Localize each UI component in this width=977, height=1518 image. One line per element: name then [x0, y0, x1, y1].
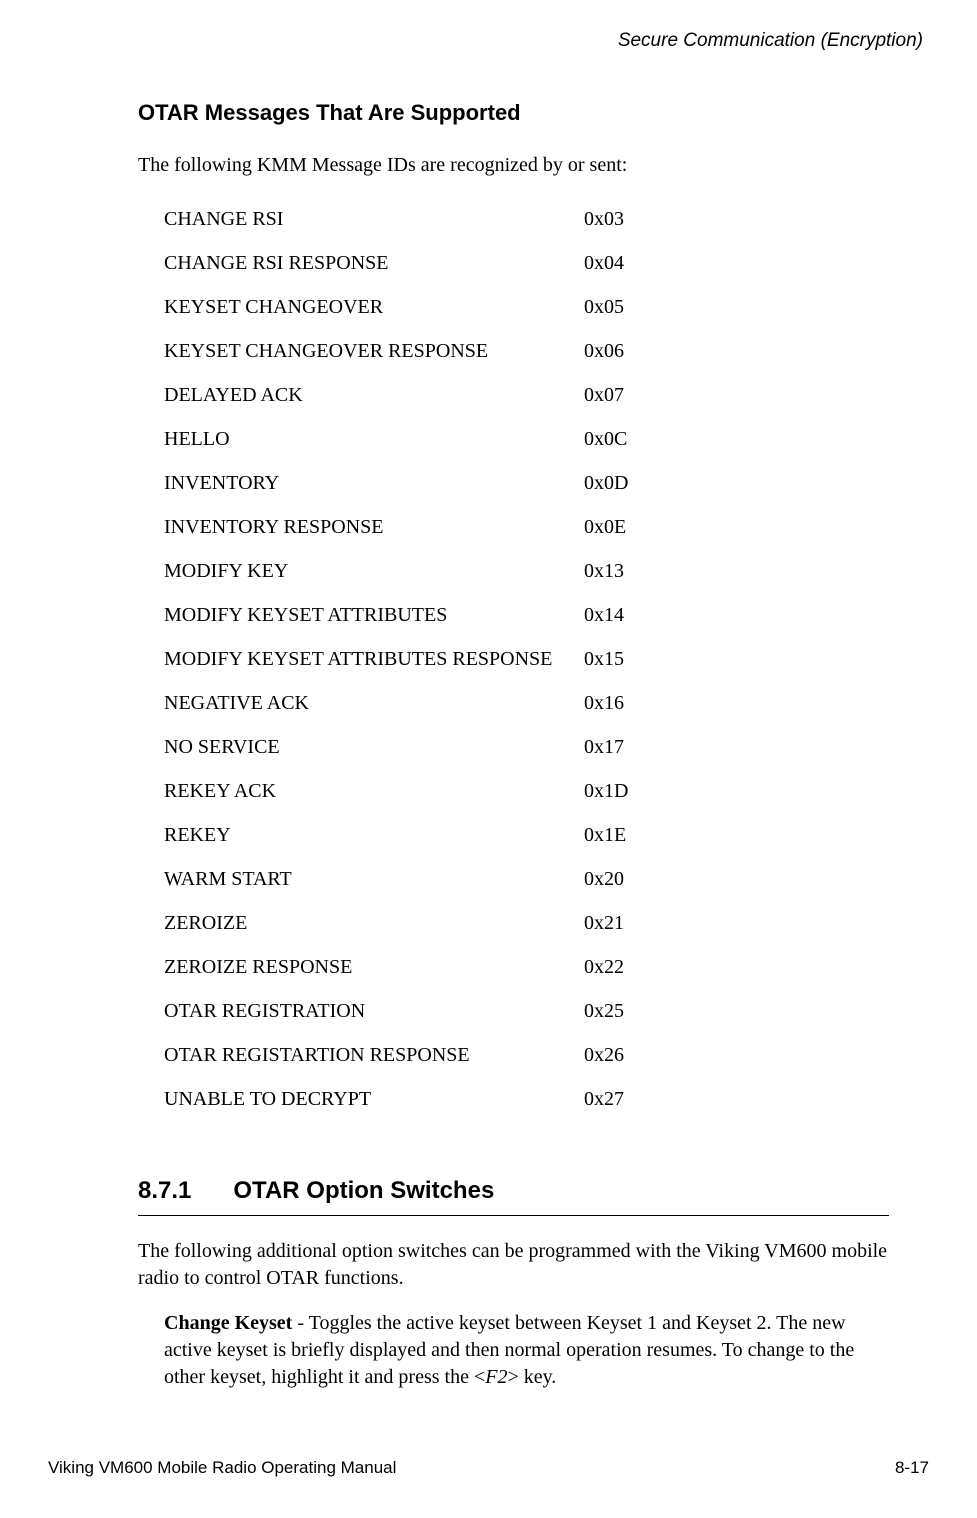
page-content: OTAR Messages That Are Supported The fol… — [48, 100, 929, 1391]
table-row: KEYSET CHANGEOVER0x05 — [164, 285, 889, 329]
section-title: OTAR Option Switches — [233, 1177, 494, 1205]
table-row: KEYSET CHANGEOVER RESPONSE0x06 — [164, 329, 889, 373]
msg-code: 0x25 — [584, 1001, 704, 1021]
msg-name: WARM START — [164, 869, 584, 889]
msg-code: 0x26 — [584, 1045, 704, 1065]
msg-name: DELAYED ACK — [164, 385, 584, 405]
msg-name: OTAR REGISTRATION — [164, 1001, 584, 1021]
msg-code: 0x06 — [584, 341, 704, 361]
msg-name: INVENTORY — [164, 473, 584, 493]
running-header: Secure Communication (Encryption) — [48, 30, 929, 52]
msg-code: 0x07 — [584, 385, 704, 405]
section-intro: The following KMM Message IDs are recogn… — [138, 154, 889, 177]
msg-code: 0x05 — [584, 297, 704, 317]
msg-name: ZEROIZE — [164, 913, 584, 933]
table-row: NEGATIVE ACK0x16 — [164, 681, 889, 725]
msg-name: KEYSET CHANGEOVER — [164, 297, 584, 317]
msg-name: MODIFY KEYSET ATTRIBUTES — [164, 605, 584, 625]
msg-name: MODIFY KEY — [164, 561, 584, 581]
section-number: 8.7.1 — [138, 1177, 191, 1205]
msg-code: 0x17 — [584, 737, 704, 757]
page-footer: Viking VM600 Mobile Radio Operating Manu… — [48, 1458, 929, 1478]
msg-code: 0x0D — [584, 473, 704, 493]
msg-code: 0x04 — [584, 253, 704, 273]
footer-page-number: 8-17 — [895, 1458, 929, 1478]
msg-name: ZEROIZE RESPONSE — [164, 957, 584, 977]
table-row: INVENTORY0x0D — [164, 461, 889, 505]
option-change-keyset: Change Keyset - Toggles the active keyse… — [138, 1310, 889, 1391]
msg-code: 0x20 — [584, 869, 704, 889]
msg-name: INVENTORY RESPONSE — [164, 517, 584, 537]
table-row: MODIFY KEYSET ATTRIBUTES RESPONSE0x15 — [164, 637, 889, 681]
msg-code: 0x1D — [584, 781, 704, 801]
table-row: ZEROIZE0x21 — [164, 901, 889, 945]
msg-code: 0x16 — [584, 693, 704, 713]
table-row: MODIFY KEYSET ATTRIBUTES0x14 — [164, 593, 889, 637]
option-desc-post: > key. — [507, 1366, 556, 1388]
section-intro: The following additional option switches… — [138, 1238, 889, 1292]
table-row: CHANGE RSI0x03 — [164, 197, 889, 241]
table-row: HELLO0x0C — [164, 417, 889, 461]
msg-code: 0x0E — [584, 517, 704, 537]
msg-name: MODIFY KEYSET ATTRIBUTES RESPONSE — [164, 649, 584, 669]
msg-code: 0x22 — [584, 957, 704, 977]
msg-name: OTAR REGISTARTION RESPONSE — [164, 1045, 584, 1065]
table-row: MODIFY KEY0x13 — [164, 549, 889, 593]
table-row: UNABLE TO DECRYPT0x27 — [164, 1077, 889, 1121]
msg-name: HELLO — [164, 429, 584, 449]
msg-code: 0x21 — [584, 913, 704, 933]
table-row: DELAYED ACK0x07 — [164, 373, 889, 417]
msg-code: 0x13 — [584, 561, 704, 581]
table-row: ZEROIZE RESPONSE0x22 — [164, 945, 889, 989]
msg-code: 0x03 — [584, 209, 704, 229]
msg-name: REKEY — [164, 825, 584, 845]
msg-name: KEYSET CHANGEOVER RESPONSE — [164, 341, 584, 361]
table-row: CHANGE RSI RESPONSE0x04 — [164, 241, 889, 285]
table-row: INVENTORY RESPONSE0x0E — [164, 505, 889, 549]
option-sep: - — [292, 1312, 308, 1334]
table-row: REKEY0x1E — [164, 813, 889, 857]
msg-name: NO SERVICE — [164, 737, 584, 757]
msg-code: 0x0C — [584, 429, 704, 449]
footer-manual-title: Viking VM600 Mobile Radio Operating Manu… — [48, 1458, 396, 1478]
msg-code: 0x14 — [584, 605, 704, 625]
table-row: WARM START0x20 — [164, 857, 889, 901]
msg-name: UNABLE TO DECRYPT — [164, 1089, 584, 1109]
option-term: Change Keyset — [164, 1312, 292, 1334]
section-heading-otar-messages: OTAR Messages That Are Supported — [138, 100, 889, 126]
table-row: OTAR REGISTRATION0x25 — [164, 989, 889, 1033]
table-row: NO SERVICE0x17 — [164, 725, 889, 769]
msg-name: NEGATIVE ACK — [164, 693, 584, 713]
msg-code: 0x27 — [584, 1089, 704, 1109]
msg-code: 0x1E — [584, 825, 704, 845]
option-key: F2 — [485, 1366, 507, 1388]
section-heading-otar-option-switches: 8.7.1 OTAR Option Switches — [138, 1177, 889, 1216]
table-row: REKEY ACK0x1D — [164, 769, 889, 813]
msg-name: CHANGE RSI — [164, 209, 584, 229]
msg-name: REKEY ACK — [164, 781, 584, 801]
msg-name: CHANGE RSI RESPONSE — [164, 253, 584, 273]
kmm-message-table: CHANGE RSI0x03 CHANGE RSI RESPONSE0x04 K… — [138, 197, 889, 1121]
msg-code: 0x15 — [584, 649, 704, 669]
table-row: OTAR REGISTARTION RESPONSE0x26 — [164, 1033, 889, 1077]
